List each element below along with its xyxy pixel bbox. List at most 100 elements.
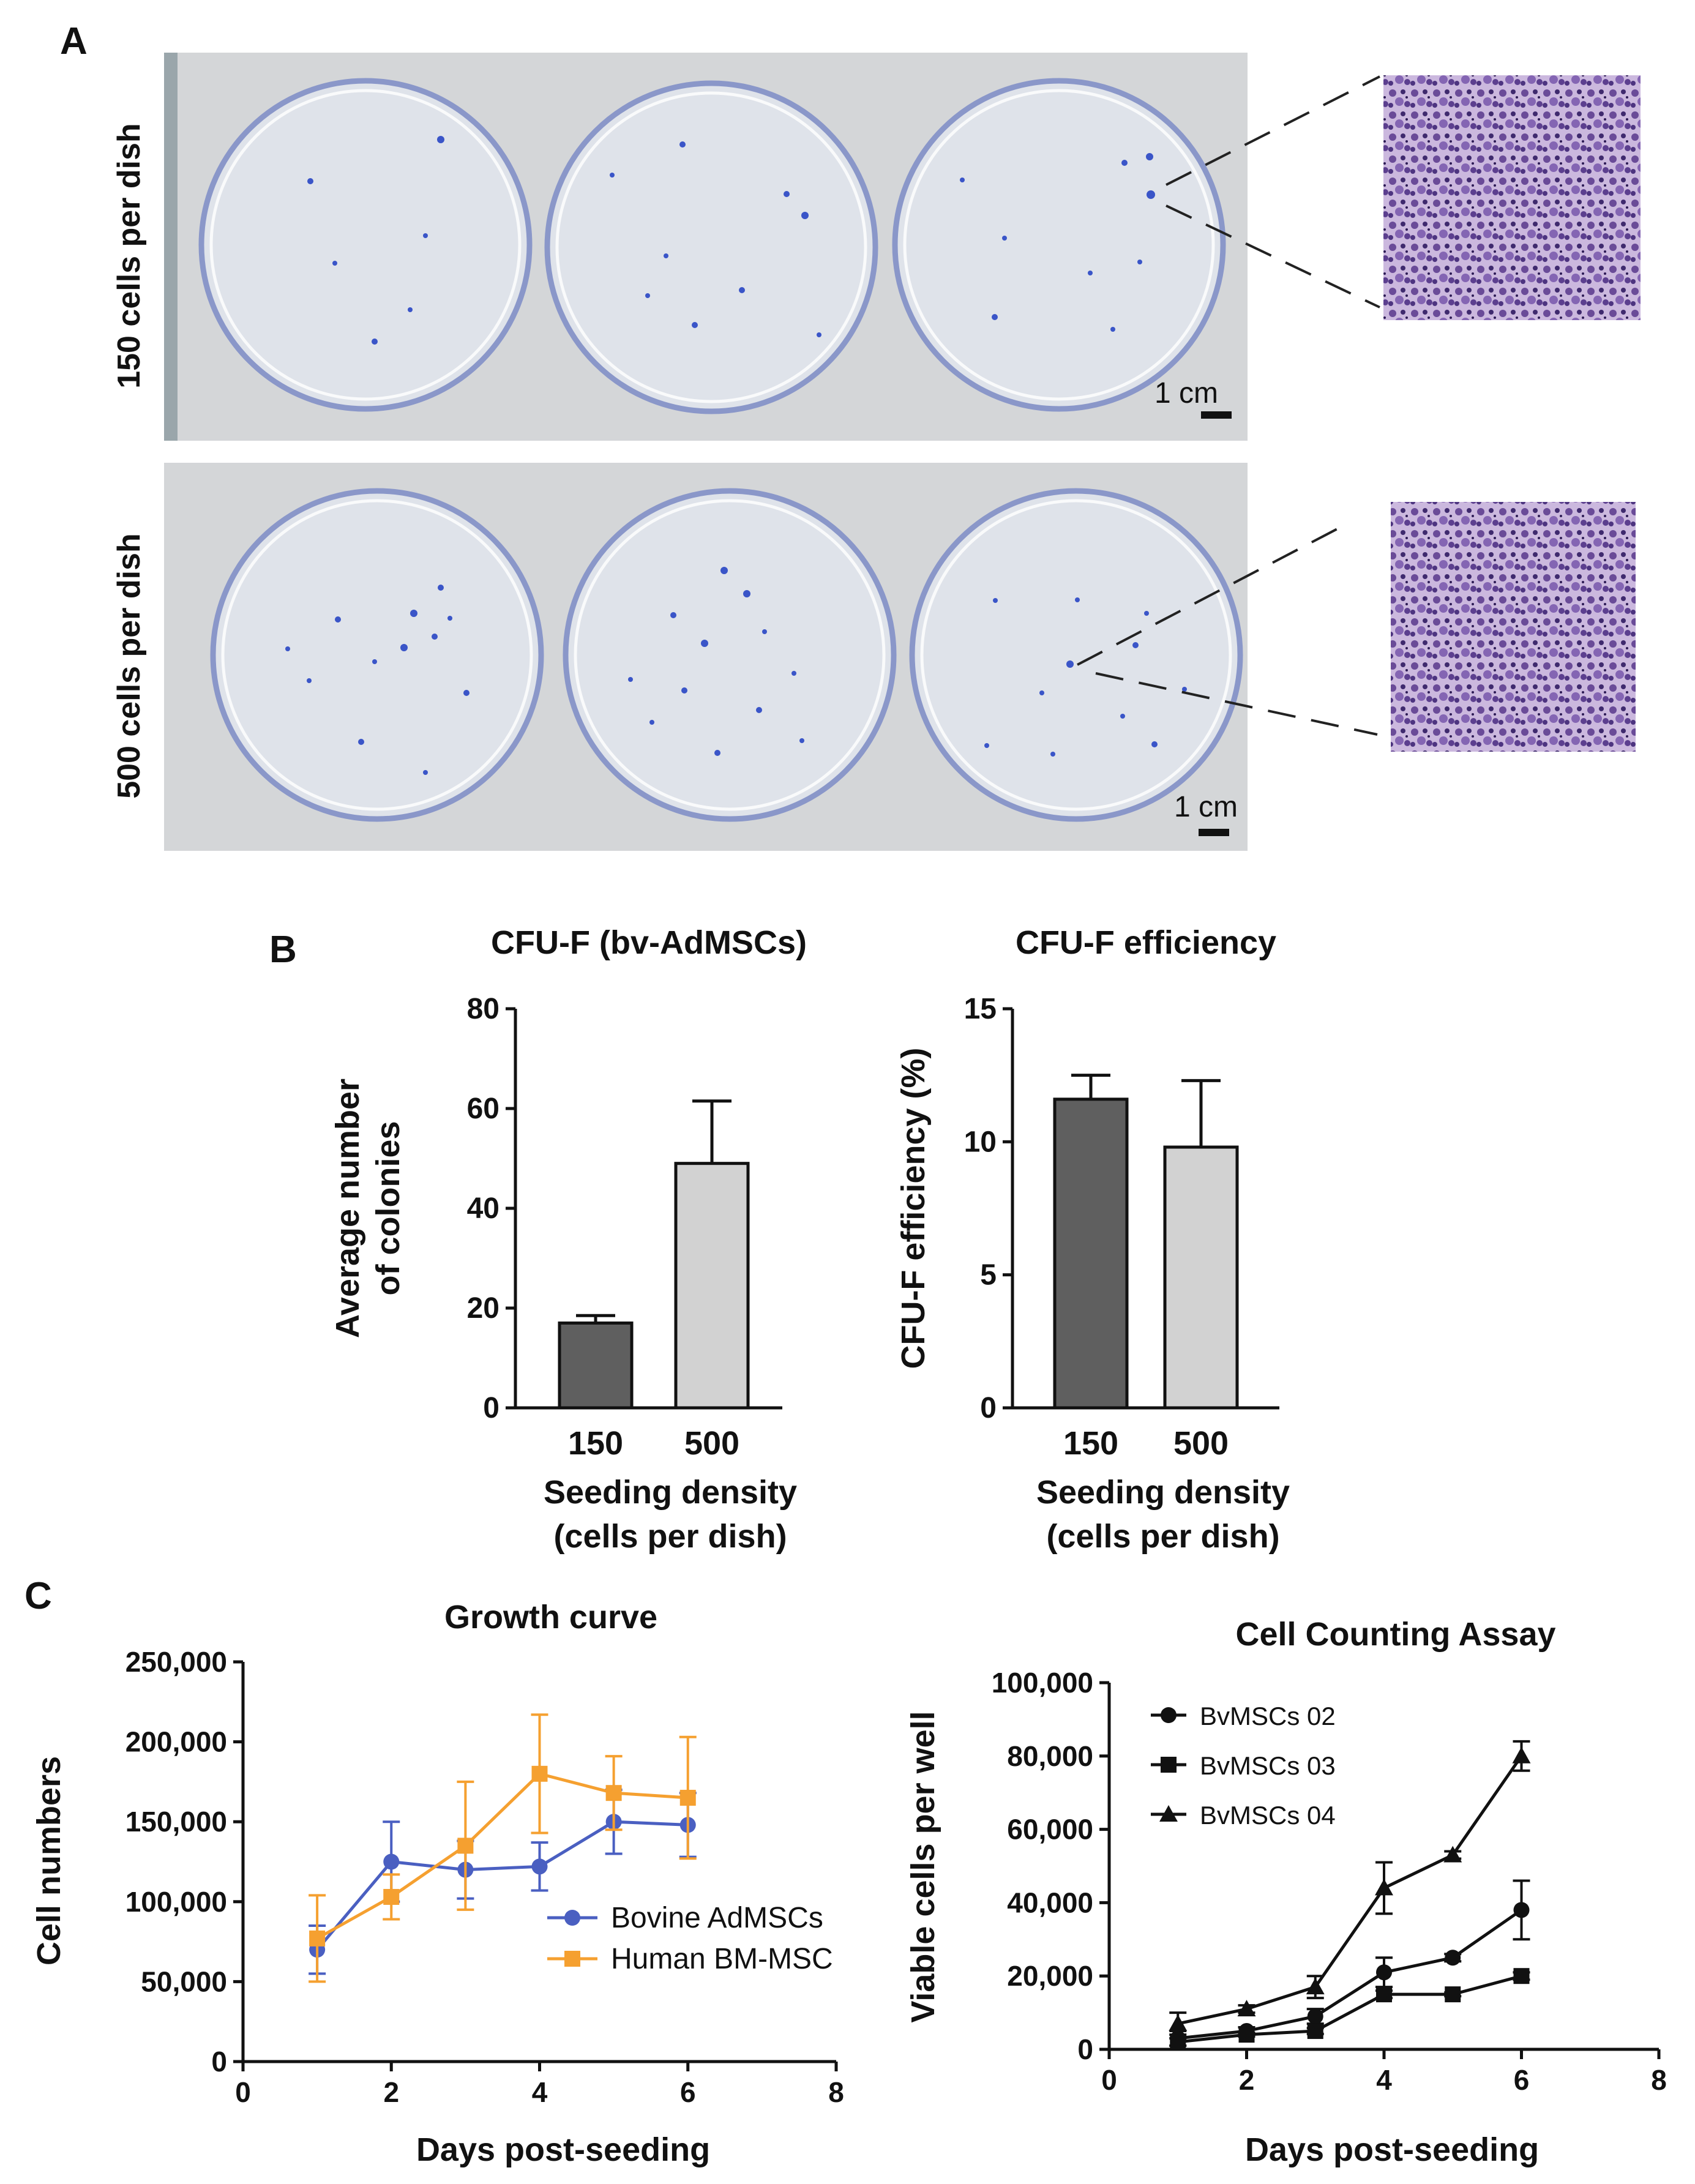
- bar-150: [558, 1321, 634, 1410]
- y-tick-label: 100,000: [992, 1667, 1093, 1699]
- marker-square: [605, 1785, 622, 1801]
- series-line: [1177, 1755, 1523, 2025]
- marker-triangle: [1512, 1746, 1531, 1763]
- chart-title: Cell Counting Assay: [1235, 1616, 1555, 1653]
- chart-title: CFU-F efficiency: [1016, 924, 1276, 961]
- marker-triangle: [1306, 1978, 1325, 1995]
- marker-square: [679, 1790, 696, 1806]
- marker-square: [1513, 1968, 1530, 1984]
- x-tick-label: 0: [1101, 2064, 1117, 2096]
- chart-cfu-f-efficiency: CFU-F efficiency 0 5 10 15 CFU-F efficiency (…: [895, 924, 1290, 1555]
- x-axis-label: Days post-seeding: [416, 2131, 710, 2168]
- marker-square: [383, 1888, 400, 1905]
- chart-cfu-f-colonies: CFU-F (bv-AdMSCs) 0 20 40 60 80 Average number…: [329, 924, 807, 1555]
- petri-dish: [563, 488, 897, 822]
- petri-dish: [892, 78, 1226, 412]
- x-category-label: 500: [1173, 1425, 1229, 1462]
- y-tick-label: 40,000: [1007, 1887, 1093, 1918]
- marker-triangle: [1169, 2014, 1188, 2032]
- y-tick-label: 80: [467, 993, 500, 1025]
- legend-item: Human BM-MSC: [547, 1943, 833, 1975]
- marker-triangle: [1375, 1879, 1393, 1896]
- y-tick-label: 10: [964, 1126, 997, 1158]
- zoom-lines: [1077, 75, 1380, 736]
- legend-label: BvMSCs 03: [1200, 1751, 1336, 1780]
- marker-triangle: [1443, 1846, 1462, 1863]
- chart-cell-counting-assay: Cell Counting Assay020,00040,00060,00080…: [905, 1616, 1667, 2168]
- series-line: [1177, 1909, 1522, 2040]
- marker-circle: [1376, 1964, 1392, 1981]
- marker-circle: [1161, 1707, 1177, 1723]
- y-tick-label: 40: [467, 1192, 500, 1225]
- x-axis-label: (cells per dish): [553, 1518, 787, 1555]
- marker-circle: [1513, 1902, 1530, 1918]
- y-tick-label: 60: [467, 1093, 500, 1125]
- marker-circle: [383, 1853, 400, 1870]
- legend-item: BvMSCs 04: [1151, 1801, 1336, 1830]
- scale-bar: [1201, 411, 1232, 419]
- marker-circle: [1307, 2008, 1323, 2025]
- y-axis-label: Cell numbers: [31, 1756, 67, 1965]
- panel-b-label: B: [269, 929, 297, 971]
- bar-500: [1163, 1145, 1239, 1410]
- marker-circle: [564, 1910, 580, 1926]
- bar-150: [1053, 1098, 1129, 1410]
- y-axis-label: of colonies: [370, 1121, 406, 1295]
- y-axis-label: CFU-F efficiency (%): [895, 1047, 932, 1369]
- x-category-label: 500: [684, 1425, 739, 1462]
- petri-dish: [909, 488, 1243, 822]
- y-tick-label: 200,000: [125, 1726, 227, 1758]
- legend-item: BvMSCs 02: [1151, 1702, 1336, 1730]
- y-tick-label: 0: [483, 1392, 500, 1424]
- y-tick-label: 0: [211, 2046, 227, 2077]
- marker-square: [457, 1838, 474, 1854]
- legend-item: Bovine AdMSCs: [547, 1902, 823, 1934]
- colony-dots: [307, 136, 1155, 345]
- y-tick-label: 80,000: [1007, 1740, 1093, 1772]
- petri-dish: [544, 80, 878, 414]
- y-tick-label: 15: [964, 993, 997, 1025]
- marker-square: [564, 1951, 580, 1967]
- marker-square: [1307, 2023, 1323, 2040]
- chart-title: Growth curve: [444, 1599, 657, 1636]
- marker-square: [1238, 2027, 1255, 2043]
- row-label-150: 150 cells per dish: [111, 123, 147, 389]
- y-axis-label: Average number: [329, 1079, 366, 1338]
- series-line: [316, 1820, 688, 1951]
- micrograph-inset-150: [1383, 75, 1641, 320]
- scale-bar: [1199, 829, 1229, 836]
- marker-square: [1376, 1986, 1392, 2003]
- panel-a-label: A: [60, 20, 88, 62]
- x-tick-label: 4: [1376, 2064, 1392, 2096]
- y-tick-label: 5: [980, 1259, 997, 1292]
- legend-label: Bovine AdMSCs: [611, 1902, 823, 1934]
- y-tick-label: 60,000: [1007, 1814, 1093, 1846]
- y-tick-label: 100,000: [125, 1886, 227, 1918]
- y-tick-label: 50,000: [141, 1965, 227, 1997]
- x-tick-label: 0: [235, 2076, 251, 2108]
- y-tick-label: 0: [980, 1392, 997, 1424]
- y-tick-label: 250,000: [125, 1646, 227, 1678]
- x-tick-label: 4: [532, 2076, 548, 2108]
- x-tick-label: 6: [1514, 2064, 1530, 2096]
- marker-square: [309, 1930, 326, 1947]
- bar-500: [674, 1162, 750, 1410]
- legend-item: BvMSCs 03: [1151, 1751, 1336, 1780]
- x-tick-label: 2: [1239, 2064, 1255, 2096]
- plate-row-150: 1 cm: [164, 53, 1248, 441]
- plate-photo-edge: [164, 53, 178, 441]
- marker-square: [1445, 1986, 1461, 2003]
- petri-dish: [210, 488, 544, 822]
- legend-label: BvMSCs 04: [1200, 1801, 1336, 1830]
- scale-bar-label: 1 cm: [1174, 791, 1238, 823]
- y-tick-label: 20: [467, 1292, 500, 1325]
- legend-label: BvMSCs 02: [1200, 1702, 1336, 1730]
- marker-triangle: [1237, 2000, 1256, 2017]
- marker-circle: [531, 1858, 548, 1875]
- chart-growth-curve: Growth curve 0 50,000 100,000 150,000 200,000…: [31, 1599, 844, 2168]
- x-tick-label: 2: [383, 2076, 399, 2108]
- x-tick-label: 6: [680, 2076, 696, 2108]
- legend-label: Human BM-MSC: [611, 1943, 833, 1975]
- y-tick-label: 0: [1077, 2033, 1093, 2065]
